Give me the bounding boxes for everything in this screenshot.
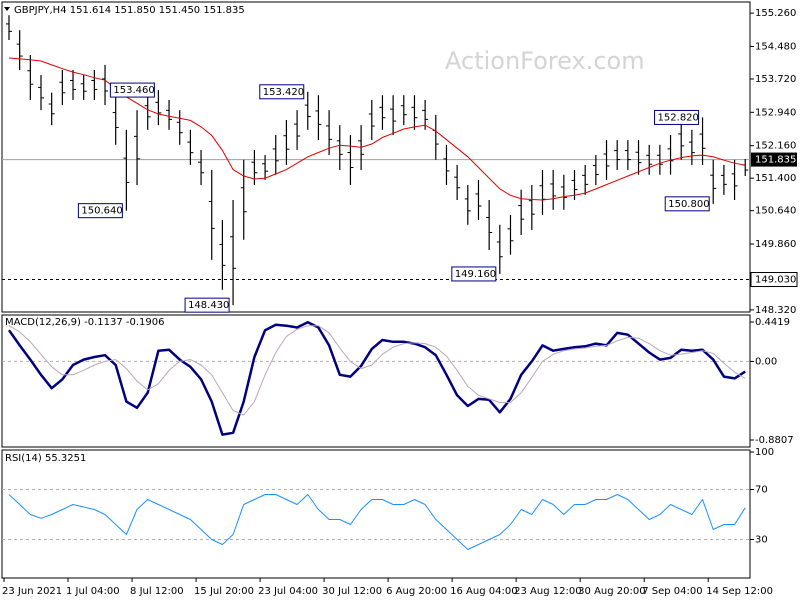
- annotation-label: 150.800: [668, 199, 709, 210]
- annotation-box: [109, 82, 155, 98]
- x-tick-label: 30 Jul 12:00: [322, 586, 382, 597]
- x-tick-label: 23 Aug 12:00: [514, 586, 581, 597]
- level-tag-label: 149.030: [755, 275, 796, 286]
- price-panel: [1, 1, 751, 313]
- x-tick-label: 6 Aug 20:00: [386, 586, 447, 597]
- y-tick-label: 154.480: [755, 41, 796, 52]
- y-tick-label: 0.4419: [755, 317, 790, 328]
- annotation-label: 153.460: [113, 85, 154, 96]
- macd-panel: [1, 314, 751, 448]
- y-tick-label: 151.400: [755, 173, 796, 184]
- panel-title: GBPJPY,H4 151.614 151.850 151.450 151.83…: [14, 5, 245, 16]
- level-tag: [750, 272, 798, 288]
- y-tick-label: 70: [755, 485, 768, 496]
- y-tick-label: 150.640: [755, 206, 796, 217]
- indicator-line: [8, 494, 746, 550]
- x-tick-label: 7 Sep 04:00: [642, 586, 702, 597]
- indicator-line: [7, 320, 746, 436]
- annotation-label: 150.640: [81, 206, 122, 217]
- y-tick-label: 30: [755, 535, 768, 546]
- x-tick-label: 1 Jul 04:00: [66, 586, 120, 597]
- watermark: ActionForex.com: [445, 47, 645, 75]
- annotation-box: [77, 203, 123, 219]
- panel-title: RSI(14) 55.3251: [5, 453, 86, 464]
- y-tick-label: 155.260: [755, 8, 796, 19]
- x-tick-label: 8 Jul 12:00: [130, 586, 184, 597]
- x-tick-label: 16 Aug 04:00: [450, 586, 517, 597]
- annotation-box: [259, 84, 305, 100]
- x-tick-label: 30 Aug 20:00: [578, 586, 645, 597]
- panel-title: MACD(12,26,9) -0.1137 -0.1906: [5, 317, 165, 328]
- y-tick-label: 152.160: [755, 141, 796, 152]
- annotation-box: [664, 196, 710, 212]
- x-tick-label: 23 Jun 2021: [2, 586, 62, 597]
- annotation-box: [654, 109, 700, 125]
- price-tag: [751, 152, 797, 167]
- rsi-panel: [1, 449, 751, 579]
- y-tick-label: 148.320: [755, 305, 796, 316]
- symbol-icon: [4, 7, 10, 11]
- annotation-label: 152.820: [658, 112, 699, 123]
- annotation-label: 153.420: [263, 87, 304, 98]
- indicator-line: [8, 325, 746, 416]
- x-tick-label: 14 Sep 12:00: [706, 586, 773, 597]
- y-tick-label: 0.00: [755, 356, 777, 367]
- y-tick-label: 149.860: [755, 239, 796, 250]
- y-tick-label: 100: [755, 447, 774, 458]
- moving-average: [8, 57, 746, 201]
- price-tag-label: 151.835: [755, 155, 796, 166]
- annotation-box: [451, 266, 497, 282]
- x-tick-label: 23 Jul 04:00: [258, 586, 318, 597]
- y-tick-label: -0.8807: [755, 435, 794, 446]
- annotation-box: [184, 297, 230, 313]
- y-tick-label: 153.720: [755, 74, 796, 85]
- annotation-label: 149.160: [455, 269, 496, 280]
- annotation-label: 148.430: [188, 300, 229, 311]
- x-tick-label: 15 Jul 20:00: [194, 586, 254, 597]
- y-tick-label: 152.940: [755, 107, 796, 118]
